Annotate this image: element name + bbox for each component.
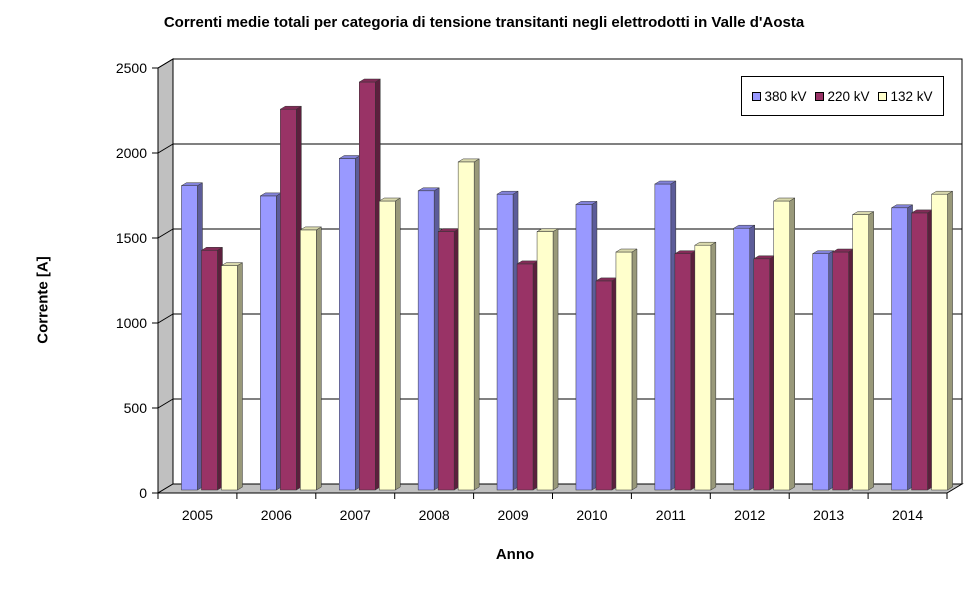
x-tick-label: 2005 (182, 507, 213, 523)
bar-132kv-2008 (457, 158, 481, 491)
y-tick-label: 1000 (116, 315, 147, 331)
legend-label: 132 kV (890, 88, 933, 104)
bar-220kv-2006 (279, 105, 303, 491)
y-tick-label: 500 (124, 400, 148, 416)
bar-380kv-2009 (496, 190, 519, 491)
bar-132kv-2009 (536, 228, 559, 491)
x-tick-label: 2006 (261, 507, 292, 523)
legend-label: 380 kV (764, 88, 807, 104)
legend-item: 220 kV (815, 88, 870, 104)
gridline-side (157, 228, 174, 239)
y-tick-label: 2000 (116, 145, 147, 161)
bar-380kv-2010 (575, 200, 598, 491)
gridline-side (157, 58, 174, 69)
bar-132kv-2005 (220, 262, 244, 491)
bar-220kv-2010 (595, 277, 618, 491)
bar-132kv-2013 (851, 211, 875, 491)
bar-132kv-2012 (772, 197, 796, 491)
bar-380kv-2011 (653, 180, 677, 491)
bar-380kv-2007 (338, 155, 362, 491)
x-tick-label: 2013 (813, 507, 844, 523)
x-tick-label: 2012 (734, 507, 765, 523)
legend: 380 kV 220 kV 132 kV (741, 76, 944, 116)
bar-132kv-2006 (299, 226, 323, 491)
legend-item: 380 kV (752, 88, 807, 104)
legend-swatch (815, 91, 825, 101)
bar-220kv-2014 (910, 209, 934, 491)
x-tick-label: 2011 (656, 507, 686, 523)
legend-swatch (878, 91, 888, 101)
x-tick-label: 2007 (340, 507, 371, 523)
bar-220kv-2012 (752, 255, 776, 491)
x-tick-label: 2010 (576, 507, 607, 523)
bar-380kv-2013 (811, 250, 835, 491)
y-tick-label: 2500 (116, 60, 147, 76)
bar-220kv-2005 (200, 246, 224, 491)
legend-item: 132 kV (878, 88, 933, 104)
bar-220kv-2011 (673, 250, 697, 491)
bar-132kv-2014 (930, 190, 954, 491)
gridline-side (157, 313, 174, 324)
bar-220kv-2009 (516, 260, 539, 491)
bar-380kv-2014 (890, 204, 914, 491)
bar-132kv-2007 (378, 197, 402, 491)
gridline-side (157, 398, 174, 409)
x-tick-label: 2014 (892, 507, 923, 523)
legend-swatch (752, 91, 762, 101)
x-tick-label: 2009 (497, 507, 528, 523)
bar-132kv-2010 (615, 248, 638, 491)
x-axis-label: Anno (495, 546, 535, 563)
y-tick-label: 0 (139, 485, 147, 501)
bar-380kv-2005 (180, 182, 204, 491)
bar-220kv-2007 (358, 78, 382, 491)
plot-left-wall (157, 58, 174, 494)
y-axis-label: Corrente [A] (34, 256, 52, 344)
bar-380kv-2012 (732, 224, 756, 491)
bar-380kv-2006 (259, 192, 283, 491)
gridline-side (157, 143, 174, 154)
bar-380kv-2008 (417, 187, 441, 491)
bar-220kv-2013 (831, 248, 855, 491)
chart-title: Correnti medie totali per categoria di t… (163, 14, 805, 31)
bar-220kv-2008 (437, 228, 461, 491)
x-tick-label: 2008 (419, 507, 450, 523)
legend-label: 220 kV (827, 88, 870, 104)
y-tick-label: 1500 (116, 230, 147, 246)
bar-132kv-2011 (693, 241, 717, 491)
